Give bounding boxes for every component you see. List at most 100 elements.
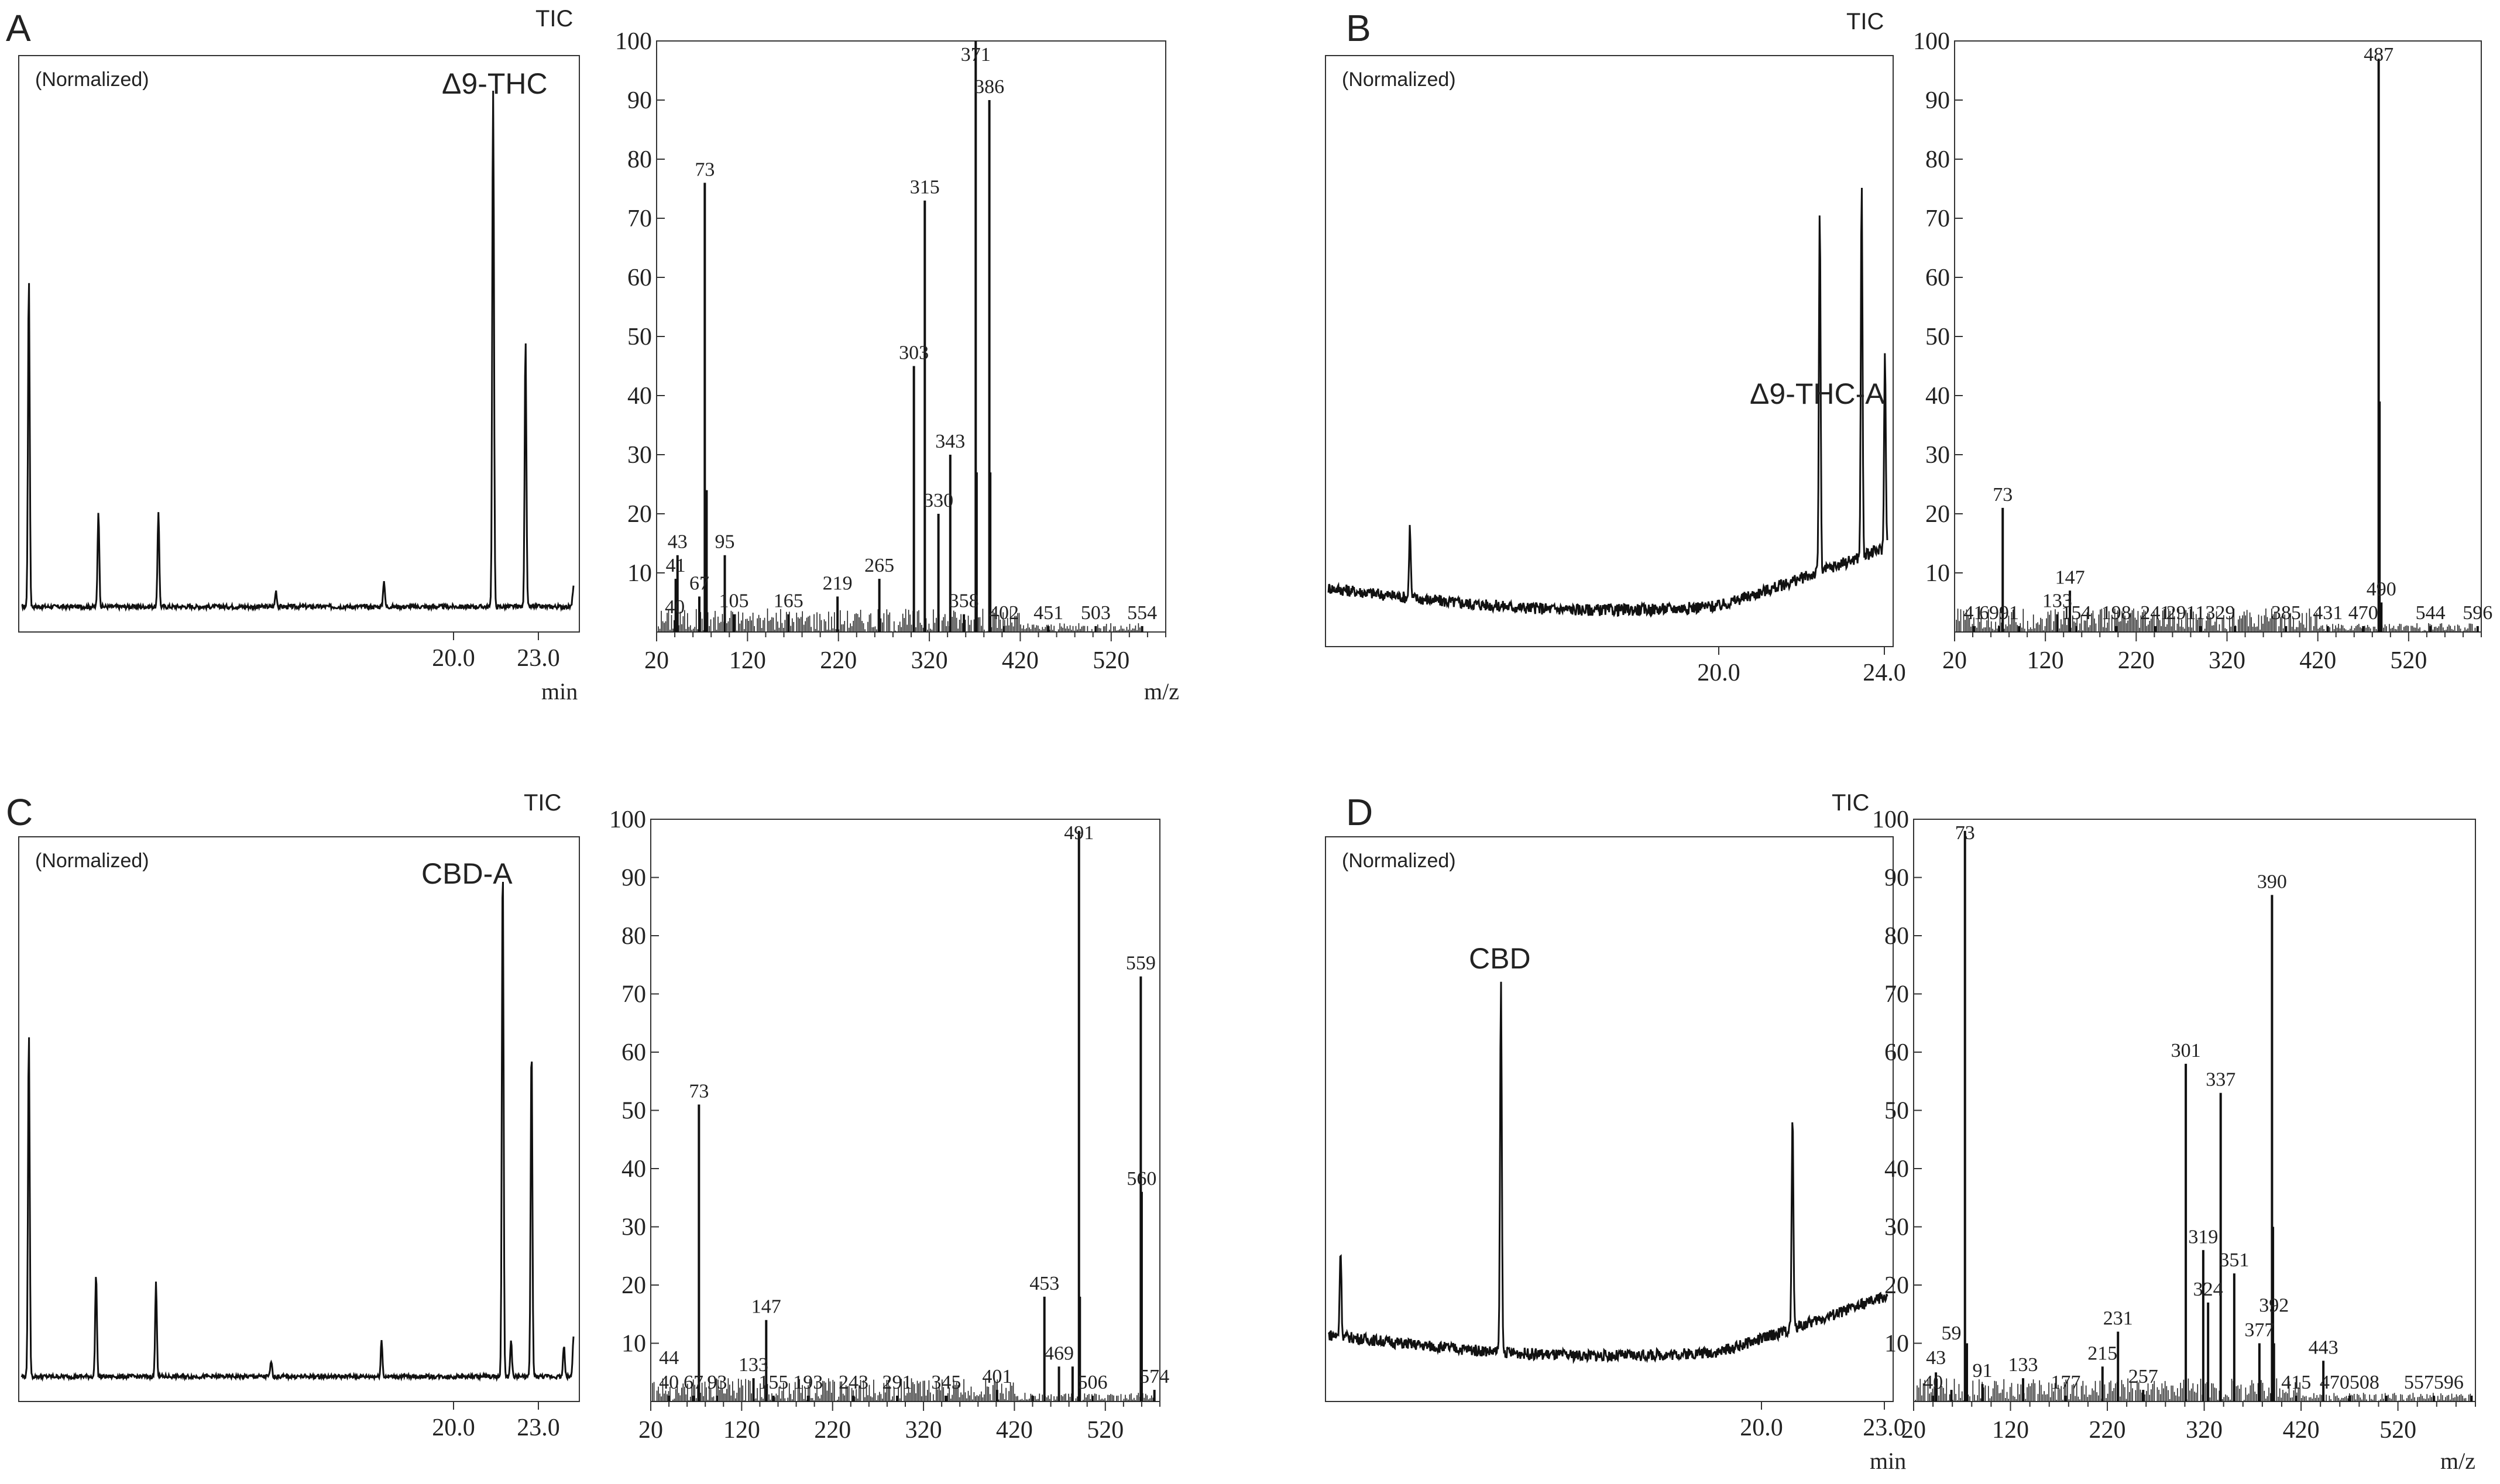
tic-trace xyxy=(1327,981,1888,1365)
ms-y-tick-label: 70 xyxy=(1925,205,1950,232)
ms-peak-label: 241 xyxy=(2140,602,2170,624)
time-tick-label: 23.0 xyxy=(1863,1414,1906,1441)
ms-peak-label: 574 xyxy=(1139,1366,1169,1387)
ms-peak-label: 67 xyxy=(684,1372,703,1393)
tic-trace xyxy=(1327,187,1888,618)
ms-y-tick-label: 60 xyxy=(1925,264,1950,291)
tic-trace xyxy=(21,90,575,612)
time-unit: min xyxy=(1870,1448,1906,1474)
ms-x-tick-label: 320 xyxy=(2186,1417,2223,1444)
ms-y-tick-label: 100 xyxy=(615,28,652,55)
ms-peak-label: 215 xyxy=(2087,1342,2117,1364)
ms-peak-label: 544 xyxy=(2416,602,2446,624)
ms-peak-label: 470 xyxy=(2348,602,2378,624)
ms-unit: m/z xyxy=(1144,678,1179,705)
ms-peak-label: 265 xyxy=(864,555,894,576)
ms-y-tick-label: 40 xyxy=(1884,1156,1909,1183)
tic-frame xyxy=(18,836,580,1402)
ms-y-tick-label: 30 xyxy=(1884,1214,1909,1241)
ms-peak-label: 402 xyxy=(989,602,1019,624)
ms-x-tick-label: 20 xyxy=(638,1417,663,1444)
ms-y-tick-label: 70 xyxy=(1884,981,1909,1008)
tic-frame xyxy=(1325,55,1894,647)
ms-peak-label: 193 xyxy=(793,1372,823,1393)
ms-peak-label: 385 xyxy=(2271,602,2301,624)
normalized-label: (Normalized) xyxy=(35,850,149,872)
ms-peak-label: 386 xyxy=(974,76,1004,98)
ms-y-tick-label: 10 xyxy=(1884,1331,1909,1358)
ms-y-tick-label: 10 xyxy=(1925,560,1950,587)
ms-x-tick-label: 20 xyxy=(1901,1417,1926,1444)
ms-peak-label: 596 xyxy=(2463,602,2492,624)
ms-x-tick-label: 120 xyxy=(1992,1417,2029,1444)
ms-y-tick-label: 90 xyxy=(621,865,646,892)
panel-letter: A xyxy=(6,7,31,49)
ms-peak-label: 319 xyxy=(2188,1226,2218,1248)
ms-peak-label: 133 xyxy=(2042,590,2072,612)
ms-peak-label: 401 xyxy=(982,1366,1012,1387)
ms-y-tick-label: 50 xyxy=(1925,324,1950,351)
ms-peak-label: 337 xyxy=(2206,1069,2235,1091)
ms-peak-label: 41 xyxy=(666,555,686,576)
ms-x-tick-label: 520 xyxy=(2379,1417,2416,1444)
tic-chart: TIC (Normalized) Δ9-THC-A 20.0 24.0 xyxy=(1325,9,1906,686)
ms-y-tick-label: 30 xyxy=(627,442,652,469)
panel-c: C TIC(Normalized) CBD-A20.0 23.010203040506… xyxy=(6,790,1169,1444)
ms-x-tick-label: 20 xyxy=(644,647,669,674)
ms-peak-label: 345 xyxy=(931,1372,961,1393)
ms-peak-label: 154 xyxy=(2061,602,2091,624)
tic-trace xyxy=(20,881,575,1382)
ms-y-tick-label: 60 xyxy=(1884,1039,1909,1066)
ms-x-tick-label: 420 xyxy=(996,1417,1033,1444)
ms-y-tick-label: 80 xyxy=(627,146,652,173)
ms-x-tick-label: 320 xyxy=(905,1417,942,1444)
time-tick-label: 23.0 xyxy=(517,645,560,672)
ms-peak-label: 44 xyxy=(659,1347,679,1369)
ms-peak-label: 257 xyxy=(2128,1366,2158,1387)
ms-peak-label: 41 xyxy=(1964,602,1984,624)
time-tick-label: 20.0 xyxy=(1740,1414,1783,1441)
ms-peak-label: 73 xyxy=(1955,822,1975,844)
ms-peak-label: 491 xyxy=(1064,822,1094,844)
ms-peak-label: 198 xyxy=(2101,602,2131,624)
tic-label: TIC xyxy=(535,6,573,32)
ms-peak-label: 451 xyxy=(1033,602,1063,624)
time-tick-label: 20.0 xyxy=(432,1414,475,1441)
ms-peak-label: 59 xyxy=(1942,1322,1962,1344)
mass-spectrum: 10 20 30 40 50 60 70 80 90 100 20 120 220 320 420 520 m/… xyxy=(1872,806,2476,1474)
time-tick-label: 23.0 xyxy=(517,1414,560,1441)
ms-peak-label: 93 xyxy=(707,1372,727,1393)
compound-label: Δ9-THC xyxy=(442,67,548,100)
ms-x-tick-label: 320 xyxy=(911,647,948,674)
ms-peak-label: 147 xyxy=(2055,566,2085,588)
ms-x-tick-label: 120 xyxy=(723,1417,760,1444)
ms-peak-label: 2911329 xyxy=(2166,602,2235,624)
ms-peak-label: 392 xyxy=(2259,1295,2289,1317)
ms-x-tick-label: 220 xyxy=(2089,1417,2126,1444)
ms-peak-label: 453 xyxy=(1029,1273,1059,1294)
panel-d: D TIC (Normalized) CBD 20.0 23.0 min 10 20 30 40 50… xyxy=(1325,790,2476,1474)
ms-y-tick-label: 30 xyxy=(1925,442,1950,469)
ms-y-tick-label: 80 xyxy=(1884,923,1909,950)
ms-peak-label: 43 xyxy=(1926,1347,1946,1369)
ms-y-tick-label: 60 xyxy=(627,264,652,291)
ms-peak-label: 6991 xyxy=(1979,602,2019,624)
ms-peak-label: 177 xyxy=(2051,1372,2080,1393)
ms-peak-label: 231 xyxy=(2103,1308,2133,1330)
ms-peak-label: 390 xyxy=(2257,871,2287,892)
ms-y-tick-label: 50 xyxy=(1884,1098,1909,1125)
ms-peak-label: 105 xyxy=(719,590,749,612)
compound-label: CBD-A xyxy=(421,857,513,890)
ms-peak-label: 147 xyxy=(751,1296,781,1318)
mass-spectrum: 10 20 30 40 50 60 70 80 90 100 20 120 220 320 420 520 41… xyxy=(1913,28,2492,674)
ms-peak-label: 155 xyxy=(758,1372,788,1393)
ms-peak-label: 165 xyxy=(774,590,803,612)
time-tick-label: 20.0 xyxy=(1697,659,1740,686)
ms-peak-label: 301 xyxy=(2171,1040,2201,1062)
ms-y-tick-label: 90 xyxy=(1884,865,1909,892)
tic-chart: TIC (Normalized) Δ9-THC 20.0 23.0 min xyxy=(18,6,580,705)
ms-peak-label: 133 xyxy=(2008,1354,2038,1376)
normalized-label: (Normalized) xyxy=(35,68,149,91)
tic-label: TIC xyxy=(1846,9,1884,35)
